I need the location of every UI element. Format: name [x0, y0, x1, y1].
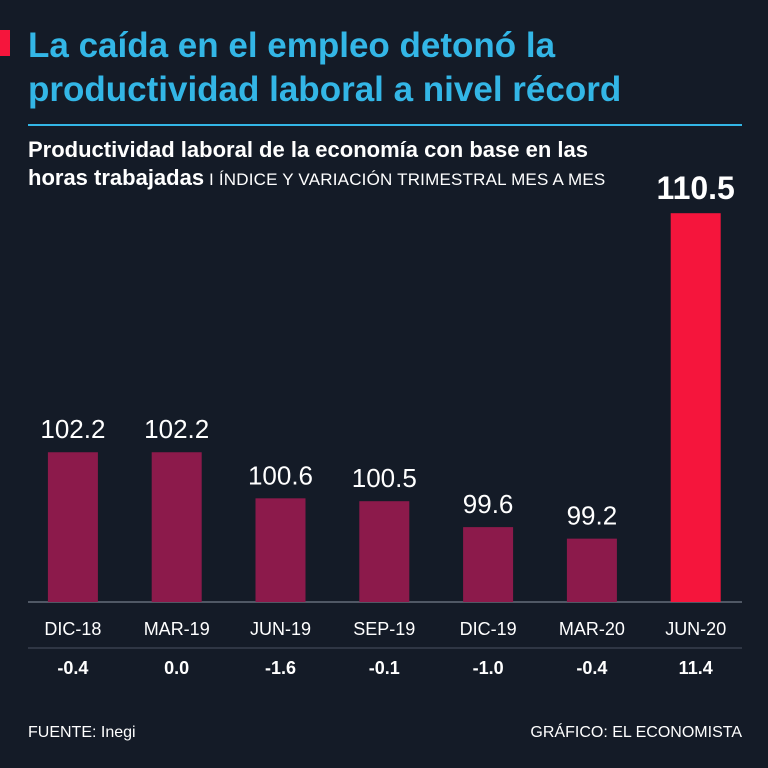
- value-label: 110.5: [657, 170, 735, 206]
- bar-dic-19: [463, 527, 514, 602]
- variation-label: -0.4: [576, 658, 607, 678]
- variation-label: -0.4: [57, 658, 88, 678]
- credit-label: GRÁFICO: EL ECONOMISTA: [530, 724, 742, 741]
- value-label: 99.2: [567, 501, 618, 531]
- headline-rule: [28, 124, 742, 126]
- variation-label: -1.6: [265, 658, 296, 678]
- subtitle-bold-line-1: Productividad laboral de la economía con…: [28, 137, 588, 162]
- value-label: 100.5: [352, 463, 417, 493]
- headline-line-1: La caída en el empleo detonó la: [28, 26, 556, 65]
- category-tick-label: JUN-19: [250, 619, 311, 639]
- category-tick-label: MAR-20: [559, 619, 625, 639]
- value-label: 102.2: [40, 414, 105, 444]
- value-label: 100.6: [248, 460, 313, 490]
- category-tick-label: SEP-19: [353, 619, 415, 639]
- variation-label: -0.1: [369, 658, 400, 678]
- value-label: 99.6: [463, 489, 514, 519]
- bar-mar-19: [151, 452, 202, 602]
- variation-label: 0.0: [164, 658, 189, 678]
- bar-jun-20: [670, 213, 721, 602]
- category-tick-label: DIC-19: [460, 619, 517, 639]
- bar-mar-20: [566, 538, 617, 602]
- category-tick-label: JUN-20: [665, 619, 726, 639]
- value-label: 102.2: [144, 414, 209, 444]
- bar-dic-18: [47, 452, 98, 602]
- variation-label: 11.4: [679, 658, 713, 678]
- subtitle-bold-line-2: horas trabajadas: [28, 165, 205, 190]
- bar-jun-19: [255, 498, 306, 602]
- headline: La caída en el empleo detonó la producti…: [28, 24, 748, 112]
- chart-subtitle: Productividad laboral de la economía con…: [28, 136, 748, 194]
- accent-bar: [0, 30, 10, 56]
- headline-line-2: productividad laboral a nivel récord: [28, 70, 622, 109]
- subtitle-light: I ÍNDICE Y VARIACIÓN TRIMESTRAL MES A ME…: [204, 170, 606, 189]
- bar-sep-19: [359, 501, 410, 602]
- category-tick-label: DIC-18: [44, 619, 101, 639]
- variation-label: -1.0: [473, 658, 504, 678]
- category-tick-label: MAR-19: [144, 619, 210, 639]
- source-label: FUENTE: Inegi: [28, 724, 136, 741]
